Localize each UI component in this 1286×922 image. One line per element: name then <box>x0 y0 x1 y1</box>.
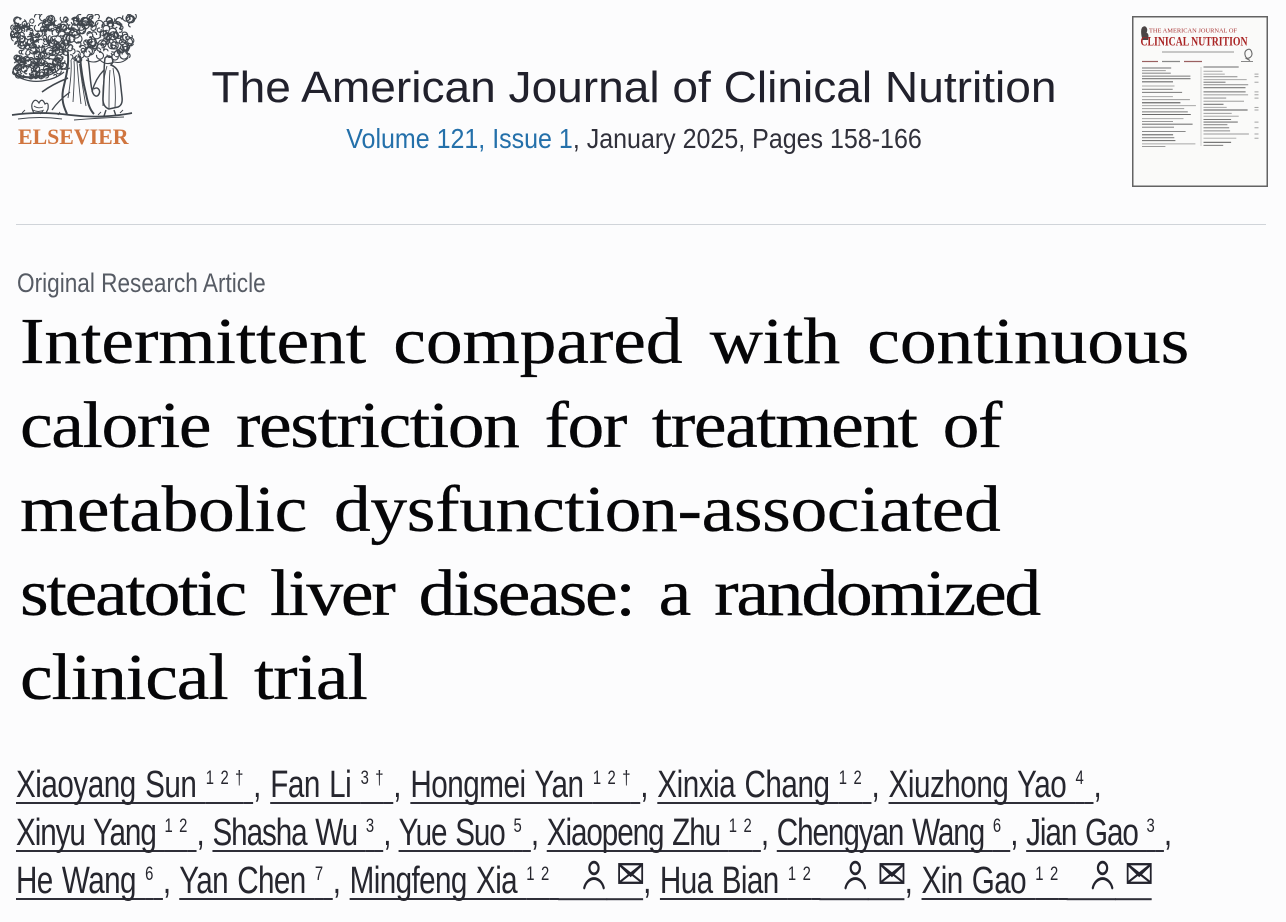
svg-text:ELSEVIER: ELSEVIER <box>18 124 130 149</box>
svg-text:CLINICAL NUTRITION: CLINICAL NUTRITION <box>1141 33 1248 48</box>
svg-text:THE AMERICAN JOURNAL OF: THE AMERICAN JOURNAL OF <box>1149 28 1238 34</box>
